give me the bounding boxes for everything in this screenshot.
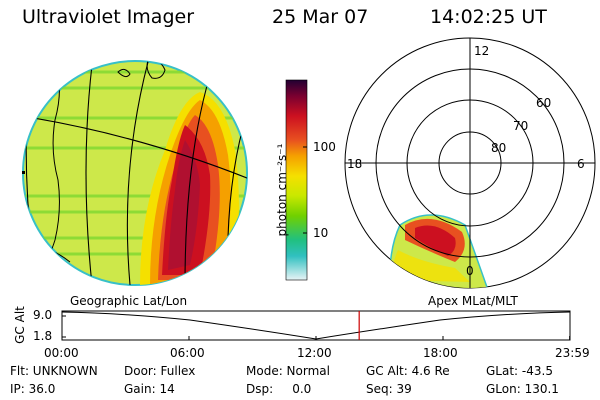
lat-label-70: 70 (513, 119, 529, 133)
mlt-label-18: 18 (347, 157, 363, 171)
colorbar-unit-label: photon cm⁻²s⁻¹ (275, 143, 289, 237)
timeline-x-tick-0000: 00:00 (44, 346, 79, 360)
app-title: Ultraviolet Imager (22, 6, 195, 28)
timeline-x-tick-2359: 23:59 (555, 346, 590, 360)
timeline-x-tick-1200: 12:00 (297, 346, 332, 360)
mlt-label-0: 0 (466, 264, 474, 278)
timeline-plot (61, 310, 571, 341)
info-door: Door: Fullex (124, 364, 196, 378)
geographic-projection-label: Geographic Lat/Lon (70, 294, 188, 308)
timeline-y-tick-high: 9.0 (33, 308, 53, 322)
mlt-label-12: 12 (474, 44, 490, 58)
observation-date: 25 Mar 07 (272, 6, 369, 28)
info-flt: Flt: UNKNOWN (10, 364, 98, 378)
timeline-x-tick-1800: 18:00 (423, 346, 458, 360)
sun-marker (22, 171, 25, 174)
info-mode: Mode: Normal (246, 364, 330, 378)
info-gc-alt: GC Alt: 4.6 Re (366, 364, 450, 378)
geographic-image (22, 60, 248, 286)
apex-projection-label: Apex MLat/MLT (428, 294, 518, 308)
info-seq: Seq: 39 (366, 382, 412, 396)
colorbar-tick-10: 10 (313, 226, 329, 240)
observation-time: 14:02:25 UT (430, 6, 547, 28)
info-glat: GLat: -43.5 (486, 364, 553, 378)
lat-label-80: 80 (491, 141, 507, 155)
colorbar (285, 79, 308, 281)
timeline-axis-label: GC Alt (13, 306, 27, 344)
info-gain: Gain: 14 (124, 382, 175, 396)
info-dsp: Dsp: 0.0 (246, 382, 312, 396)
timeline-ticks (61, 336, 571, 340)
info-glon: GLon: 130.1 (486, 382, 559, 396)
polar-aurora (388, 214, 490, 288)
polar-plot (344, 37, 596, 289)
colorbar-tick-100: 100 (313, 140, 336, 154)
timeline-y-tick-low: 1.8 (33, 329, 53, 343)
info-ip: IP: 36.0 (10, 382, 56, 396)
mlt-label-6: 6 (577, 157, 585, 171)
lat-label-60: 60 (536, 96, 552, 110)
timeline-x-tick-0600: 06:00 (170, 346, 205, 360)
